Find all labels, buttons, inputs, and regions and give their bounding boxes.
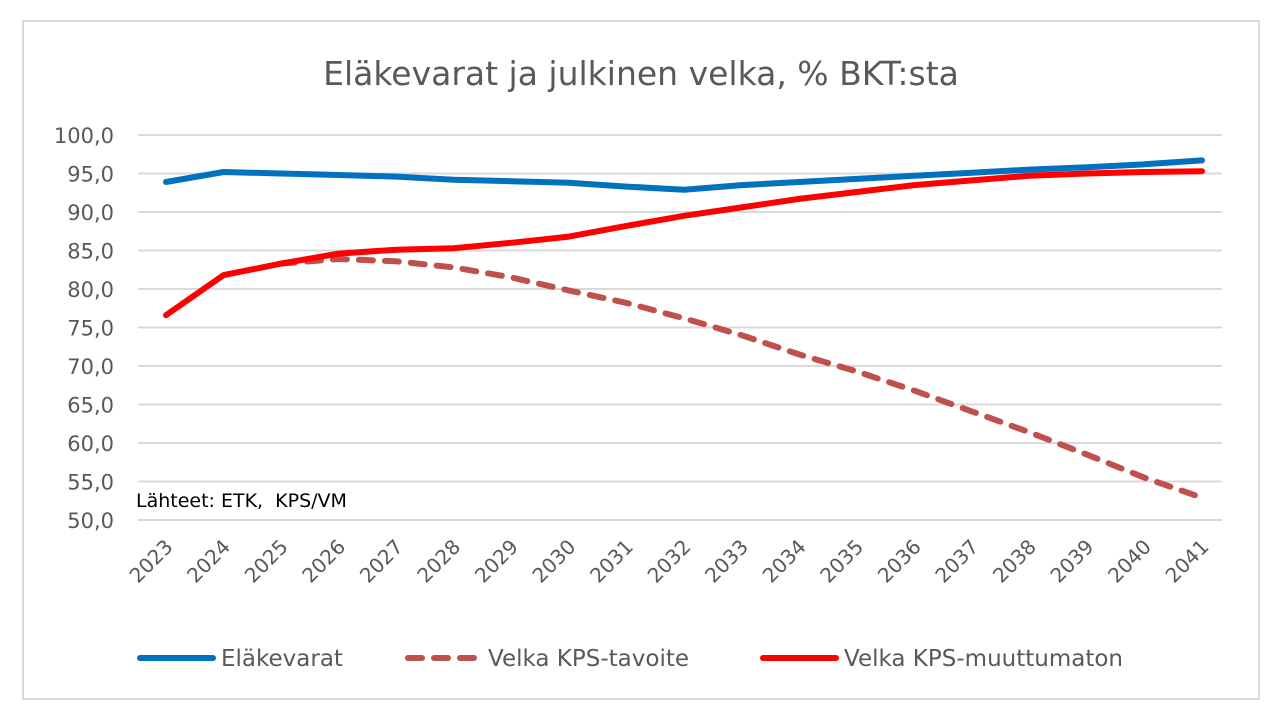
x-tick-label: 2038 — [988, 535, 1041, 588]
chart-frame — [22, 20, 1260, 700]
x-tick-label: 2040 — [1103, 535, 1156, 588]
x-tick-label: 2031 — [585, 535, 638, 588]
y-tick-label: 55,0 — [67, 471, 114, 495]
legend-label: Eläkevarat — [221, 646, 343, 672]
gridlines — [138, 134, 1222, 521]
x-tick-label: 2036 — [873, 535, 926, 588]
legend-item: Velka KPS-muuttumaton — [760, 646, 1123, 672]
y-tick-label: 60,0 — [67, 432, 114, 456]
x-tick-label: 2039 — [1045, 535, 1098, 588]
x-tick-label: 2033 — [700, 535, 753, 588]
x-tick-label: 2024 — [182, 535, 235, 588]
y-tick-label: 65,0 — [67, 394, 114, 418]
x-tick-label: 2041 — [1161, 535, 1214, 588]
series-line-1 — [278, 256, 1205, 501]
legend-item: Eläkevarat — [137, 646, 343, 672]
y-tick-label: 95,0 — [67, 163, 114, 187]
chart-title: Eläkevarat ja julkinen velka, % BKT:sta — [323, 54, 959, 93]
source-annotation: Lähteet: ETK, KPS/VM — [136, 490, 347, 512]
x-tick-label: 2025 — [240, 535, 293, 588]
y-axis-ticks: 100,0 95,0 90,0 85,0 80,0 75,0 70,0 65,0 60,0 55,… — [54, 124, 114, 533]
legend-item: Velka KPS-tavoite — [405, 646, 689, 672]
legend: Eläkevarat Velka KPS-tavoite Velka KPS-muu… — [137, 646, 1123, 672]
x-tick-label: 2037 — [930, 535, 983, 588]
x-tick-label: 2027 — [355, 535, 408, 588]
x-tick-label: 2029 — [470, 535, 523, 588]
y-tick-label: 100,0 — [54, 124, 114, 148]
y-tick-label: 50,0 — [67, 509, 114, 533]
x-tick-label: 2035 — [815, 535, 868, 588]
y-tick-label: 75,0 — [67, 317, 114, 341]
x-tick-label: 2023 — [125, 535, 178, 588]
y-tick-label: 80,0 — [67, 278, 114, 302]
series-line-2 — [163, 168, 1205, 319]
y-tick-label: 85,0 — [67, 240, 114, 264]
x-tick-label: 2030 — [527, 535, 580, 588]
x-tick-label: 2032 — [643, 535, 696, 588]
x-tick-label: 2026 — [297, 535, 350, 588]
x-tick-label: 2028 — [412, 535, 465, 588]
series-lines — [163, 157, 1205, 501]
legend-label: Velka KPS-muuttumaton — [844, 646, 1123, 672]
y-tick-label: 90,0 — [67, 201, 114, 225]
x-tick-label: 2034 — [758, 535, 811, 588]
y-tick-label: 70,0 — [67, 355, 114, 379]
x-axis-ticks: 2023 2024 2025 2026 2027 2028 2029 2030 2031 2032… — [125, 535, 1214, 588]
legend-label: Velka KPS-tavoite — [488, 646, 689, 672]
